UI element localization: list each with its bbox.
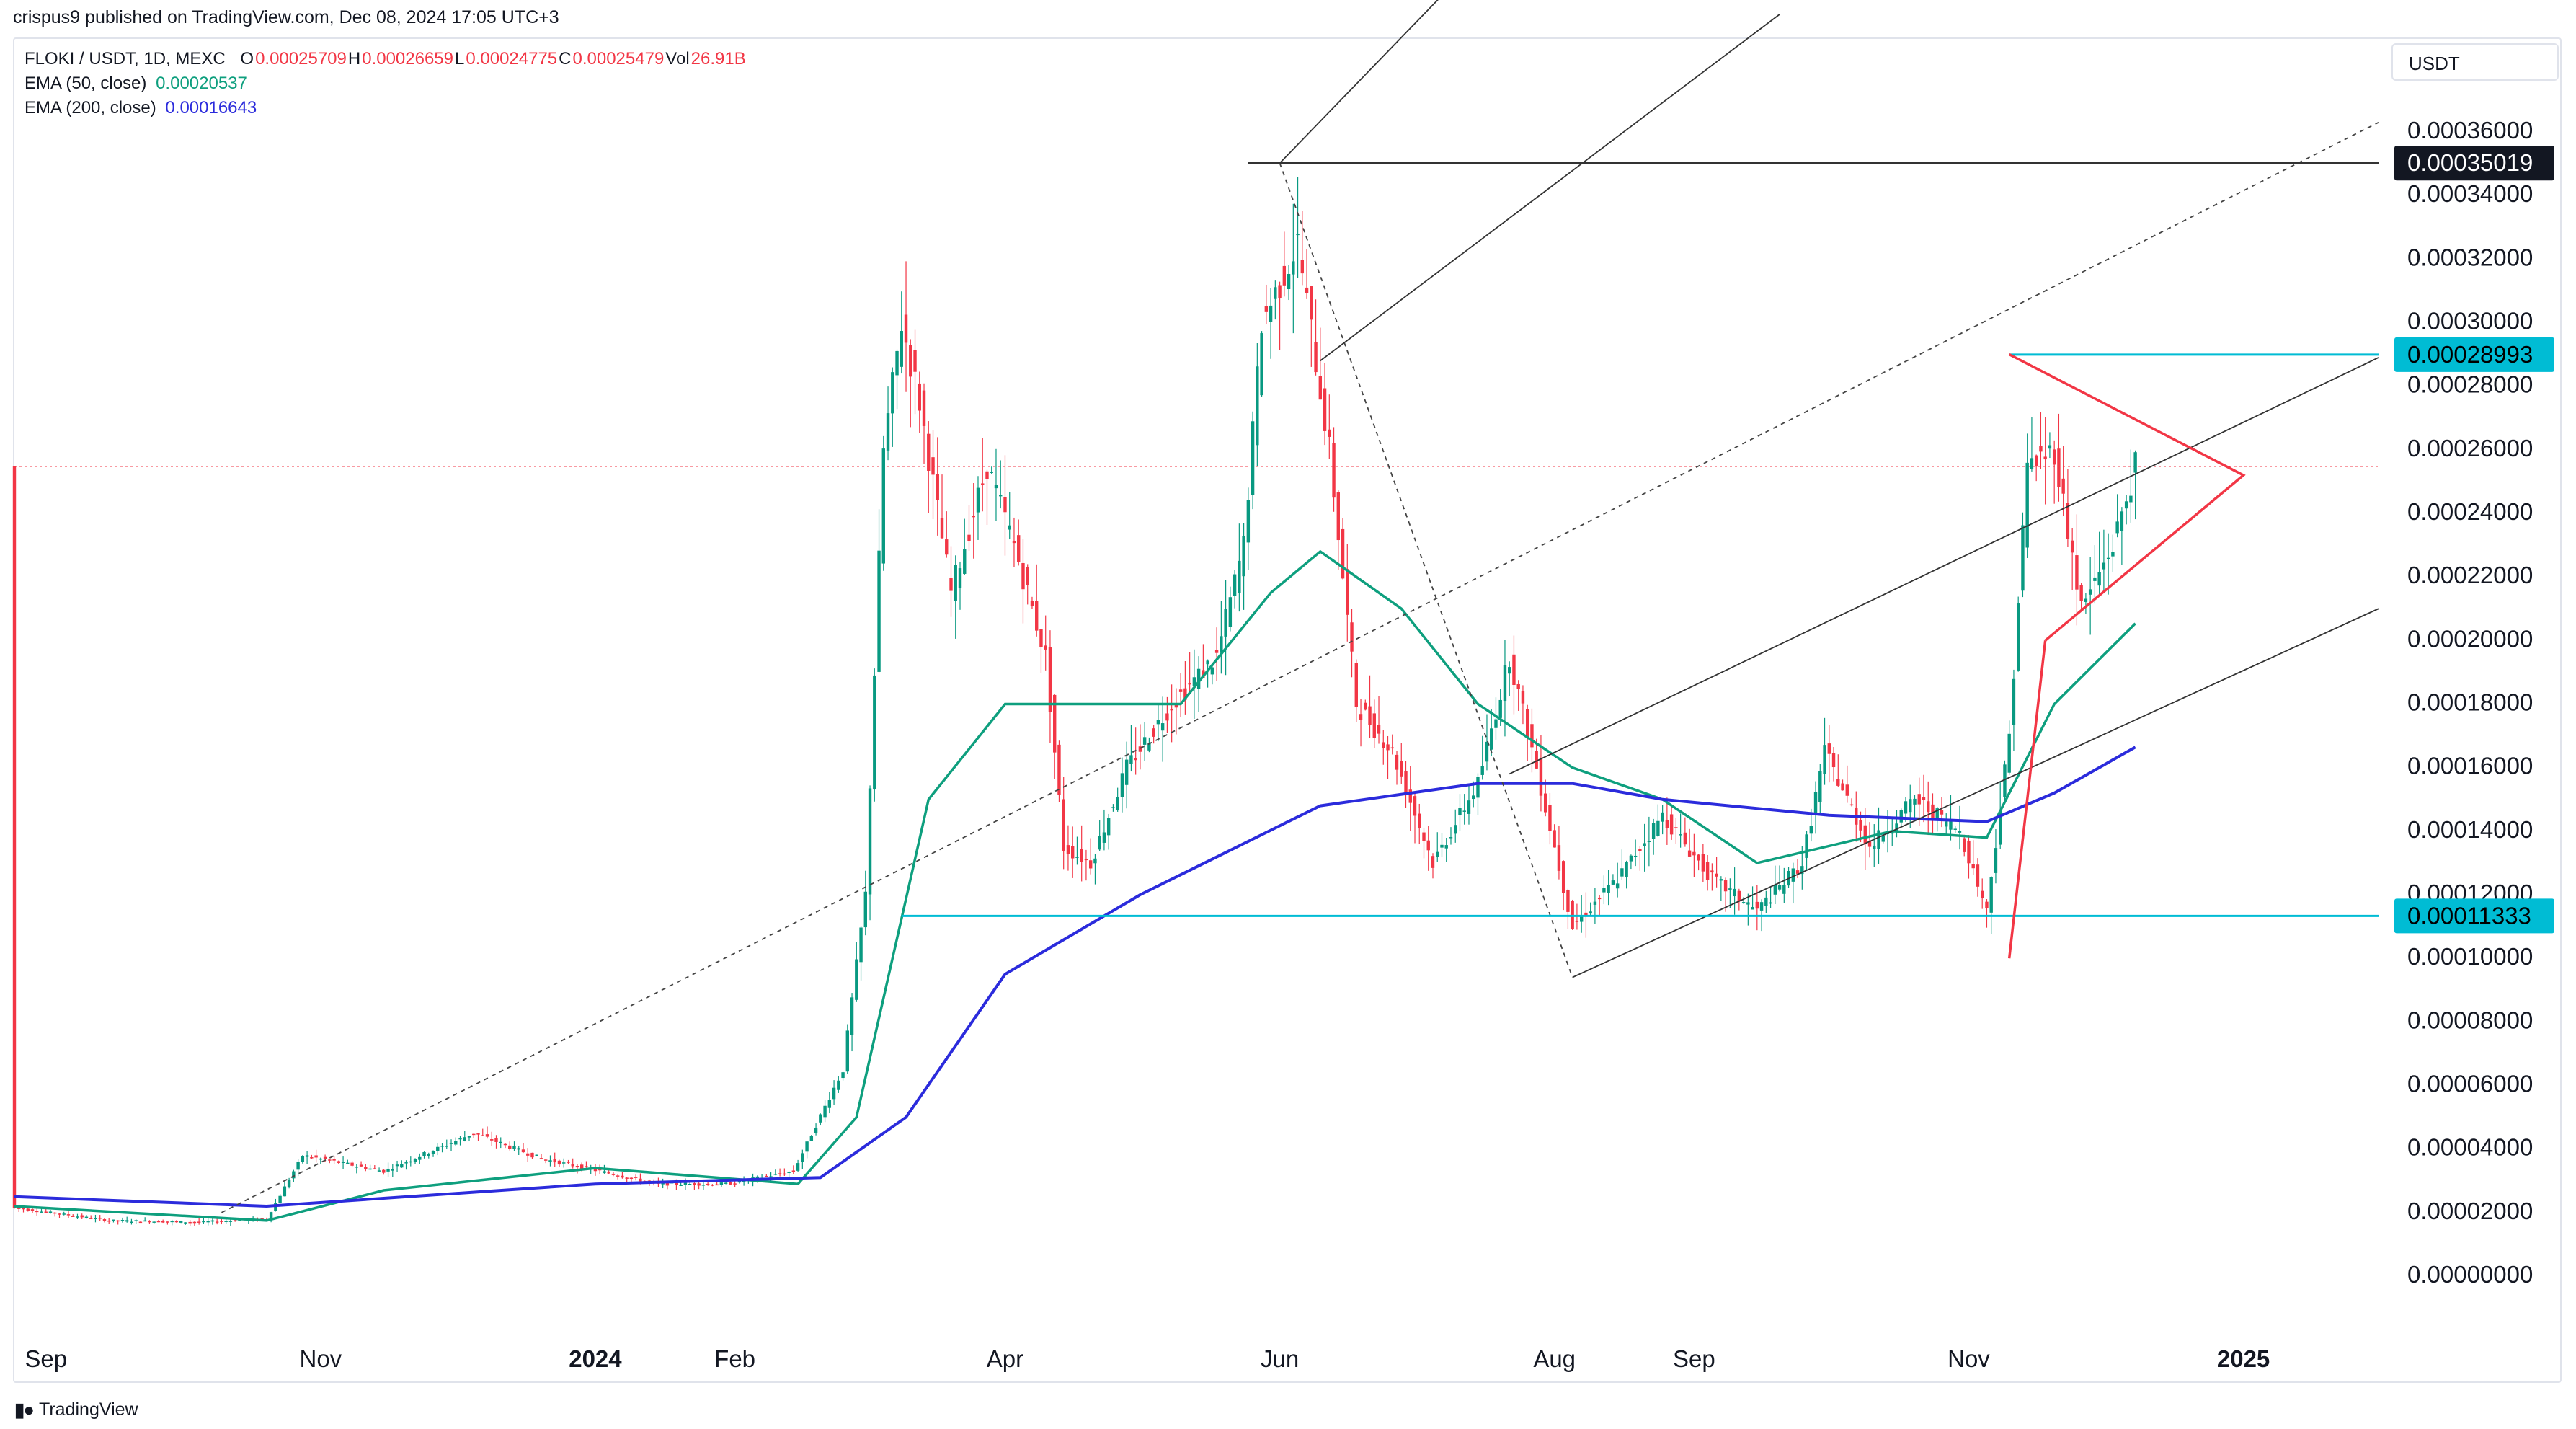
tradingview-logo-icon: ▮● xyxy=(14,1399,35,1420)
ohlc-key: Vol xyxy=(665,49,690,68)
ema200-legend[interactable]: EMA (200, close) 0.00016643 xyxy=(25,98,257,118)
ohlc-key: L xyxy=(455,49,465,68)
ohlc-key: O xyxy=(240,49,254,68)
ohlc-key: C xyxy=(559,49,572,68)
currency-button[interactable]: USDT xyxy=(2391,43,2559,81)
ema50-legend[interactable]: EMA (50, close) 0.00020537 xyxy=(25,74,247,94)
brand-name: TradingView xyxy=(39,1399,138,1420)
ema200-value: 0.00016643 xyxy=(165,98,257,118)
publish-info: crispus9 published on TradingView.com, D… xyxy=(13,7,559,27)
ema50-label: EMA (50, close) xyxy=(25,74,147,93)
symbol-legend: FLOKI / USDT, 1D, MEXC O0.00025709H0.000… xyxy=(25,49,747,69)
ohlc-value: 0.00024775 xyxy=(466,49,558,68)
ohlc-key: H xyxy=(347,49,361,68)
ema200-label: EMA (200, close) xyxy=(25,98,156,118)
symbol-title[interactable]: FLOKI / USDT, 1D, MEXC xyxy=(25,49,226,68)
ohlc-value: 26.91B xyxy=(690,49,746,68)
ema50-value: 0.00020537 xyxy=(156,74,247,93)
ohlc-value: 0.00025709 xyxy=(255,49,347,68)
chart-frame xyxy=(13,37,2562,1383)
ohlc-values: O0.00025709H0.00026659L0.00024775C0.0002… xyxy=(240,49,747,68)
ohlc-value: 0.00026659 xyxy=(362,49,453,68)
tradingview-branding: ▮● TradingView xyxy=(14,1399,138,1421)
ohlc-value: 0.00025479 xyxy=(572,49,665,68)
